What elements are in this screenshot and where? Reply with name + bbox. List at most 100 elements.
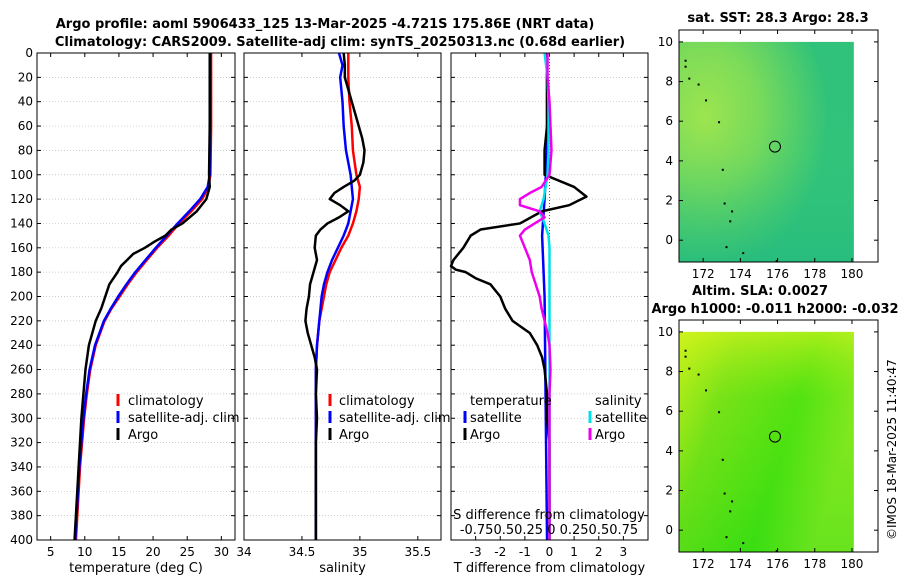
x-tick-label: 35 [352,545,367,559]
y-tick-label: 40 [18,95,33,109]
island-marker [721,168,724,171]
y-tick-label: 200 [10,290,33,304]
island-marker [723,202,726,205]
island-marker [729,510,732,513]
y-tick-label: 120 [10,192,33,206]
y-tick-label: 280 [10,387,33,401]
x-tick-label: 34.5 [289,545,316,559]
y-tick-label: 10 [658,35,673,49]
x-tick-label: 20 [145,545,160,559]
y-tick-label: 2 [665,484,673,498]
y-tick-label: 400 [10,533,33,547]
island-marker [697,373,700,376]
x-tick-label: 5 [47,545,55,559]
legend-label-satellite: satellite-adj. clim [339,411,451,426]
y-tick-label: 360 [10,484,33,498]
y-tick-label: 60 [18,119,33,133]
x-axis-label: temperature (deg C) [69,561,203,576]
y-tick-label: 180 [10,265,33,279]
island-marker [697,83,700,86]
plot-frame [450,52,649,541]
x-tick-label: 30 [214,545,229,559]
map-frame [678,29,879,263]
header-line-1: Argo profile: aoml 5906433_125 13-Mar-20… [56,17,595,32]
island-marker [775,550,778,553]
island-marker [684,349,687,352]
y-tick-label: 0 [665,233,673,247]
salinity-panel: 34 34.5 35 35.5 salinity [236,52,442,576]
island-marker [731,210,734,213]
legend-label-satellite: satellite-adj. clim [128,411,240,426]
y-tick-label: 2 [665,194,673,208]
x-tick-label: 2 [595,545,603,559]
x-tick-label: 172 [692,557,715,571]
y-tick-label: 140 [10,216,33,230]
x-tick-label: -3 [470,545,482,559]
y-tick-label: 0 [25,46,33,60]
y-tick-label: 320 [10,436,33,450]
series-line-t-argo [449,53,588,540]
x-tick-label: 180 [841,267,864,281]
x-tick-label: 180 [841,557,864,571]
y-tick-label: 300 [10,411,33,425]
map-sla-title: Altim. SLA: 0.0027 [692,284,828,299]
x-tick-label: -2 [494,545,506,559]
legend-label-climatology: climatology [339,394,415,409]
y-tick-label: 6 [665,404,673,418]
island-marker [684,355,687,358]
y-tick-label: 100 [10,168,33,182]
x-tick-label: 35.5 [404,545,431,559]
island-marker [725,536,728,539]
island-marker [775,260,778,263]
y-tick-label: 220 [10,314,33,328]
x-tick-label: 172 [692,267,715,281]
island-marker [725,246,728,249]
island-marker [721,458,724,461]
island-marker [718,121,721,124]
map-frame [678,319,879,553]
y-tick-label: 8 [665,75,673,89]
y-tick-label: 4 [665,154,673,168]
island-marker [731,500,734,503]
legend-title-temperature: temperature [470,394,552,409]
y-tick-label: 260 [10,363,33,377]
legend-label-t-argo: Argo [470,428,500,443]
x-tick-label: 176 [766,267,789,281]
plot-frame [36,52,236,541]
map-field-overlay [679,41,854,263]
island-marker [742,542,745,545]
temperature-legend: climatology satellite-adj. clim Argo [116,394,240,443]
x-tick-label: 176 [766,557,789,571]
island-marker [705,389,708,392]
x-tick-label: 178 [803,267,826,281]
island-marker [688,367,691,370]
map-sla-subtitle: Argo h1000: -0.011 h2000: -0.032 [651,302,898,317]
island-marker [688,77,691,80]
timestamp: ©IMOS 18-Mar-2025 11:40:47 [885,359,899,540]
legend-label-t-satellite: satellite [470,411,522,426]
sst-map: 172 174 176 178 180 0 2 4 6 8 10 [658,29,879,281]
x-tick-label: 15 [111,545,126,559]
x-tick-label: 174 [729,557,752,571]
y-tick-label: 340 [10,460,33,474]
island-marker [684,65,687,68]
legend-label-s-argo: Argo [595,428,625,443]
map-sst-title: sat. SST: 28.3 Argo: 28.3 [687,11,868,26]
x-tick-label: 10 [77,545,92,559]
island-marker [705,99,708,102]
x-axis-label: salinity [319,561,366,576]
argo-location-marker [768,140,781,153]
series-line-argo [73,53,211,541]
x-tick-label: 25 [180,545,195,559]
island-marker [684,59,687,62]
legend-label-s-satellite: satellite [595,411,647,426]
y-tick-label: 6 [665,114,673,128]
y-tick-label: 0 [665,523,673,537]
y-tick-label: 160 [10,241,33,255]
y-tick-label: 20 [18,70,33,84]
y-tick-label: 240 [10,338,33,352]
sla-map: 172 174 176 178 180 0 2 4 6 8 10 [658,319,879,571]
island-marker [742,252,745,255]
x-tick-label: 174 [729,267,752,281]
